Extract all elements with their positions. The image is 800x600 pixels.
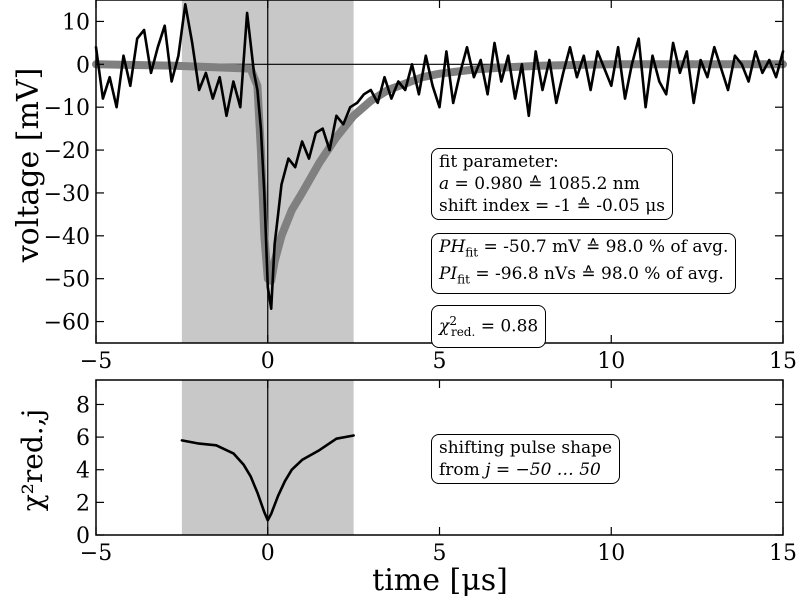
bottom-y-tick-label: 2	[76, 491, 90, 516]
bottom-x-tick-label: 15	[769, 541, 797, 566]
bottom-y-tick-label: 4	[76, 459, 90, 484]
top-series-measured	[94, 3, 785, 310]
chi2-value: = 0.88	[480, 316, 539, 337]
top-x-tick-label: 10	[597, 349, 625, 374]
bottom-y-axis-label: χ²red.,j	[16, 409, 49, 512]
top-x-tick-label: −5	[80, 349, 112, 374]
top-y-tick-label: 10	[62, 10, 90, 35]
chi2-box: χ2red. = 0.88	[431, 305, 547, 349]
ph-fit-value: = -50.7 mV ≙ 98.0 % of avg.	[483, 237, 729, 257]
bottom-x-axis-label: time [μs]	[372, 563, 508, 598]
top-y-tick-label: −10	[44, 96, 90, 121]
pi-fit-line: PIfit = -96.8 nVs ≙ 98.0 % of avg.	[439, 264, 724, 287]
bottom-y-tick-label: 8	[76, 393, 90, 418]
top-series-fit	[92, 60, 787, 285]
bottom-x-tick-label: 0	[261, 541, 275, 566]
fit-parameter-title: fit parameter:	[439, 152, 559, 172]
bottom-y-tick-label: 6	[76, 426, 90, 451]
shifting-line2: from j = −50 … 50	[439, 460, 601, 480]
shifting-box: shifting pulse shape from j = −50 … 50	[431, 434, 621, 484]
bottom-x-tick-label: 5	[433, 541, 447, 566]
bottom-x-tick-label: −5	[80, 541, 112, 566]
ph-fit-line: PHfit = -50.7 mV ≙ 98.0 % of avg.	[439, 237, 729, 260]
bottom-series-chi2-vs-shift	[180, 434, 355, 522]
fit-a-value: = 0.980 ≙ 1085.2 nm	[454, 174, 640, 194]
fit-a-line: a = 0.980 ≙ 1085.2 nm	[439, 174, 640, 194]
pi-fit-value: = -96.8 nVs ≙ 98.0 % of avg.	[475, 264, 724, 285]
bottom-x-tick-label: 10	[597, 541, 625, 566]
top-y-tick-label: 0	[76, 53, 90, 78]
top-y-tick-label: −20	[44, 139, 90, 164]
pulse-fit-box: PHfit = -50.7 mV ≙ 98.0 % of avg. PIfit …	[431, 233, 737, 294]
top-y-tick-label: −40	[44, 225, 90, 250]
shifting-line1: shifting pulse shape	[439, 438, 613, 458]
top-y-tick-label: −50	[44, 268, 90, 293]
top-x-tick-label: 5	[433, 349, 447, 374]
fit-parameter-box: fit parameter: a = 0.980 ≙ 1085.2 nm shi…	[431, 148, 673, 220]
top-x-tick-label: 15	[769, 349, 797, 374]
bottom-y-tick-label: 0	[76, 524, 90, 549]
top-y-tick-label: −30	[44, 182, 90, 207]
top-y-axis-label: voltage [mV]	[11, 68, 46, 264]
top-x-tick-label: 0	[261, 349, 275, 374]
top-y-tick-label: −60	[44, 311, 90, 336]
shifting-range: j = −50 … 50	[485, 460, 601, 480]
fit-shift-index: shift index = -1 ≙ -0.05 μs	[439, 196, 665, 216]
